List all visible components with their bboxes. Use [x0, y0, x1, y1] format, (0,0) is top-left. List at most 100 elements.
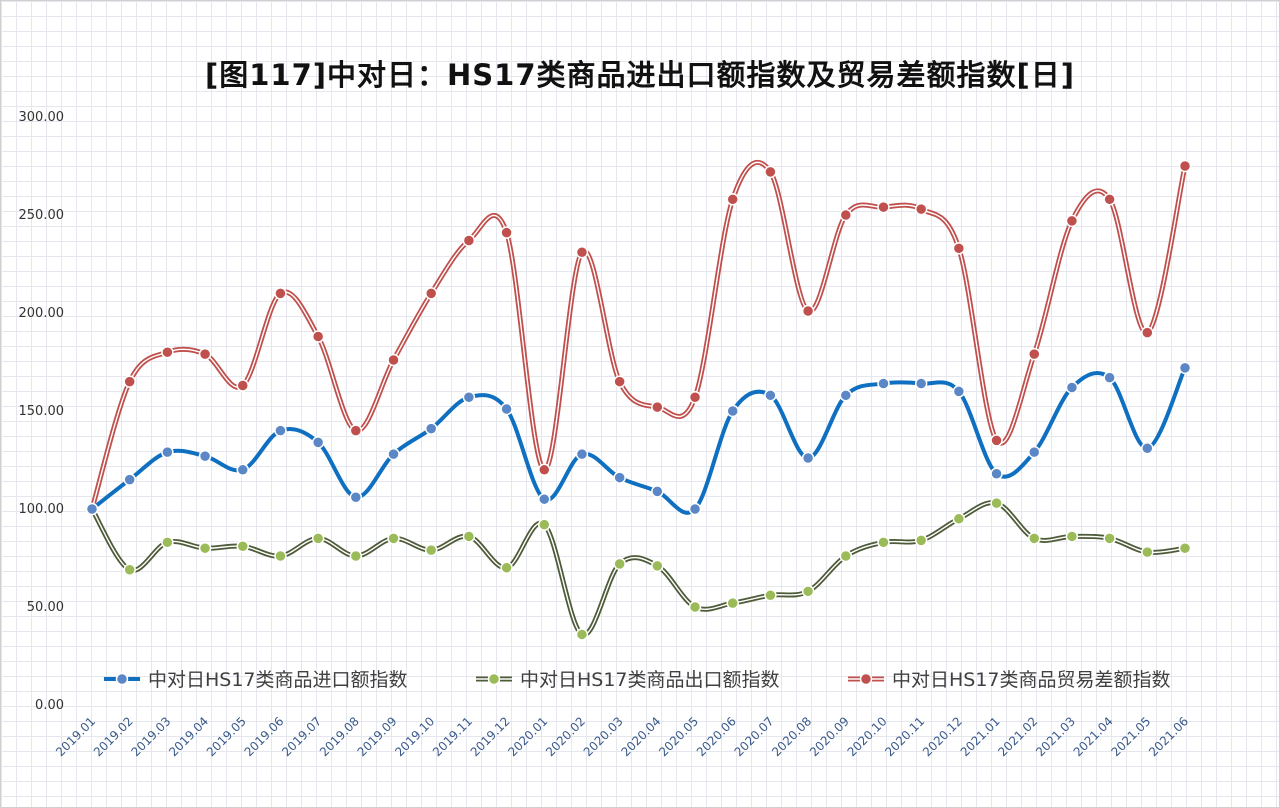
legend-item-0: 中对日HS17类商品进口额指数 — [104, 669, 408, 691]
data-point — [914, 377, 928, 390]
legend: 中对日HS17类商品进口额指数 中对日HS17类商品出口额指数 中对日HS17类商品… — [104, 669, 1171, 691]
data-point — [1065, 214, 1079, 228]
data-point — [839, 389, 853, 402]
data-point — [726, 596, 739, 610]
data-point — [123, 375, 136, 388]
data-point — [801, 451, 815, 465]
data-point — [914, 534, 928, 547]
x-tick-label: 2019.02 — [91, 714, 136, 759]
data-point — [311, 436, 325, 449]
data-point — [613, 375, 626, 388]
legend-item-1: 中对日HS17类商品出口额指数 — [476, 669, 780, 691]
series-layer — [85, 159, 1192, 641]
data-point — [424, 287, 438, 300]
data-point — [990, 434, 1003, 447]
legend-marker — [115, 672, 129, 686]
data-point — [651, 559, 664, 573]
data-point — [575, 245, 589, 259]
data-point — [877, 377, 890, 390]
data-point — [462, 234, 476, 247]
data-point — [764, 588, 777, 602]
data-point — [161, 445, 174, 459]
data-point — [1027, 347, 1041, 361]
x-tick-label: 2021.05 — [1108, 714, 1153, 759]
data-point — [613, 557, 626, 571]
data-point — [575, 628, 589, 641]
data-point — [952, 385, 966, 398]
data-point — [538, 463, 551, 477]
data-point — [198, 449, 212, 463]
data-point — [575, 447, 589, 461]
x-tick-label: 2020.03 — [581, 714, 626, 759]
data-point — [500, 226, 513, 239]
data-point — [688, 502, 702, 516]
y-tick-label: 250.00 — [19, 208, 65, 223]
x-tick-label: 2020.10 — [845, 714, 890, 759]
data-point — [198, 347, 212, 361]
data-point — [726, 404, 739, 418]
x-tick-label: 2019.10 — [392, 714, 437, 759]
x-tick-label: 2019.04 — [166, 714, 211, 759]
data-point — [424, 422, 438, 435]
data-point — [311, 330, 325, 343]
data-point — [877, 536, 890, 549]
data-point — [1178, 361, 1192, 375]
data-point — [1103, 532, 1116, 545]
x-tick-label: 2020.11 — [882, 714, 927, 759]
data-point — [538, 492, 551, 506]
data-point — [764, 165, 777, 179]
data-point — [274, 549, 287, 563]
x-tick-label: 2019.08 — [317, 714, 362, 759]
data-point — [801, 304, 815, 318]
series-line-inner — [91, 501, 1186, 636]
data-point — [990, 496, 1003, 510]
x-tick-label: 2019.09 — [355, 714, 400, 759]
data-point — [613, 471, 626, 484]
data-point — [123, 563, 136, 577]
x-tick-label: 2019.05 — [204, 714, 249, 759]
data-point — [462, 391, 476, 404]
data-point — [349, 490, 363, 504]
x-tick-label: 2021.06 — [1146, 714, 1191, 759]
data-point — [274, 424, 287, 437]
y-tick-label: 0.00 — [35, 698, 64, 713]
data-point — [952, 242, 966, 255]
data-point — [500, 561, 513, 575]
data-point — [85, 502, 99, 516]
x-tick-label: 2021.03 — [1033, 714, 1078, 759]
data-point — [839, 549, 853, 563]
x-tick-label: 2020.04 — [618, 714, 663, 759]
chart-title: [图117]中对日：HS17类商品进出口额指数及贸易差额指数[日] — [204, 58, 1076, 92]
data-point — [311, 532, 325, 545]
data-point — [1141, 545, 1154, 559]
legend-label: 中对日HS17类商品进口额指数 — [148, 669, 408, 691]
data-point — [688, 391, 702, 404]
data-point — [1178, 159, 1192, 173]
data-point — [236, 463, 250, 477]
data-point — [1103, 371, 1116, 384]
x-tick-label: 2020.07 — [732, 714, 777, 759]
legend-marker — [487, 672, 501, 686]
data-point — [1178, 541, 1192, 555]
x-tick-label: 2021.04 — [1071, 714, 1116, 759]
data-point — [1027, 532, 1041, 545]
data-point — [236, 379, 250, 392]
x-tick-label: 2020.05 — [656, 714, 701, 759]
x-tick-label: 2020.08 — [769, 714, 814, 759]
data-point — [651, 485, 664, 498]
x-tick-label: 2020.02 — [543, 714, 588, 759]
data-point — [1065, 530, 1079, 543]
y-tick-label: 200.00 — [19, 306, 65, 321]
data-point — [236, 539, 250, 553]
data-point — [123, 473, 136, 486]
data-point — [726, 193, 739, 206]
data-point — [651, 400, 664, 414]
series-line — [90, 367, 1187, 515]
data-point — [1027, 445, 1041, 459]
data-point — [538, 518, 551, 531]
data-point — [198, 541, 212, 555]
data-point — [1065, 381, 1079, 394]
data-point — [1103, 193, 1116, 206]
y-tick-label: 150.00 — [19, 404, 65, 419]
